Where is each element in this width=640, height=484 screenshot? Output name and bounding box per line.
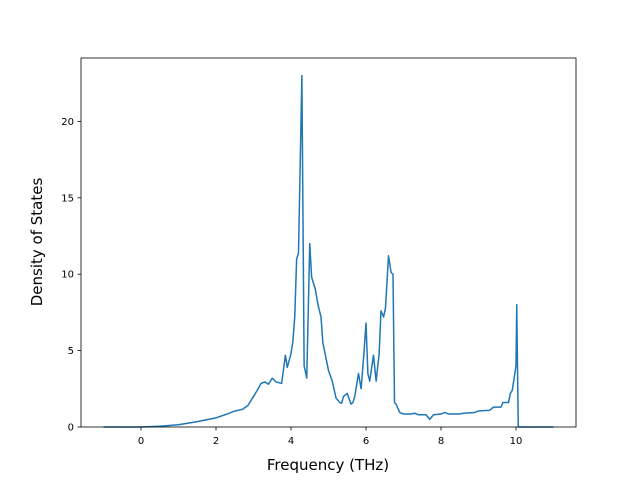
plot-frame [80, 57, 577, 428]
x-tick-label: 8 [438, 436, 444, 447]
y-tick-label: 15 [61, 193, 74, 204]
y-tick-label: 5 [68, 346, 74, 357]
y-tick-label: 10 [61, 270, 74, 281]
x-axis-label: Frequency (THz) [267, 456, 389, 474]
x-tick-label: 4 [288, 436, 294, 447]
x-tick-label: 6 [363, 436, 369, 447]
x-tick-label: 2 [213, 436, 219, 447]
y-tick-label: 20 [61, 117, 74, 128]
x-tick-label: 10 [510, 436, 523, 447]
y-axis-label: Density of States [28, 178, 46, 307]
y-tick-label: 0 [68, 423, 74, 434]
x-tick-label: 0 [138, 436, 144, 447]
line-series [103, 74, 554, 428]
